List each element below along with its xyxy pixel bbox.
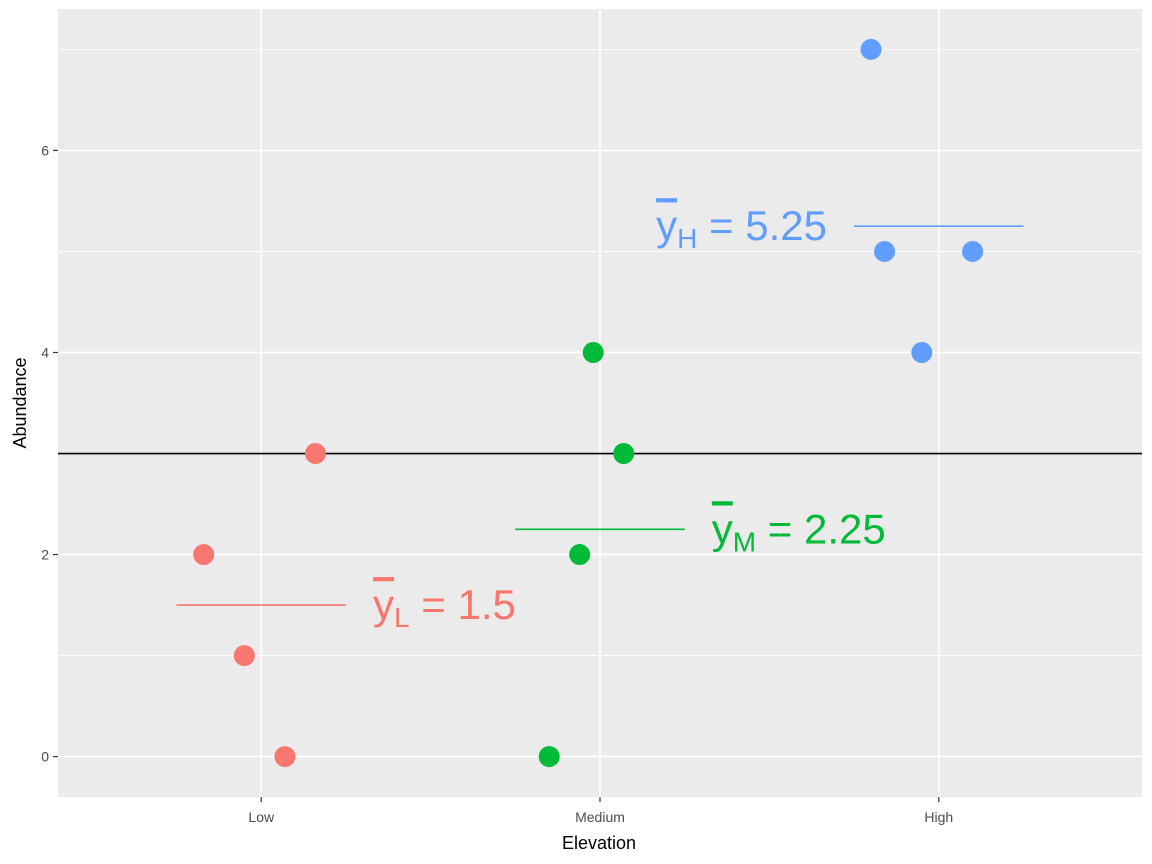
data-point bbox=[193, 544, 215, 566]
reference-lines bbox=[58, 225, 1142, 606]
group-mean-label: yH = 5.25 bbox=[656, 202, 827, 254]
x-tick-label: High bbox=[924, 809, 953, 825]
x-tick-label: Medium bbox=[575, 809, 625, 825]
data-point bbox=[274, 746, 296, 768]
group-mean-label: yL = 1.5 bbox=[373, 581, 516, 633]
data-point bbox=[874, 240, 896, 262]
data-point bbox=[962, 240, 984, 262]
data-points bbox=[193, 38, 984, 768]
data-point bbox=[569, 544, 591, 566]
data-point bbox=[304, 443, 326, 465]
axes: 0 2 4 6 Low Medium High bbox=[41, 142, 953, 825]
data-point bbox=[860, 38, 882, 60]
y-tick-label: 0 bbox=[41, 749, 49, 765]
data-point bbox=[582, 341, 604, 363]
x-axis-title: Elevation bbox=[562, 833, 636, 853]
group-mean-label: yM = 2.25 bbox=[712, 505, 886, 557]
data-point bbox=[233, 645, 255, 667]
y-tick-label: 2 bbox=[41, 547, 49, 563]
y-axis-title: Abundance bbox=[10, 357, 30, 448]
y-tick-label: 4 bbox=[41, 344, 49, 360]
x-tick-label: Low bbox=[248, 809, 275, 825]
data-point bbox=[911, 341, 933, 363]
y-tick-label: 6 bbox=[41, 142, 49, 158]
mean-annotations: yL = 1.5 yM = 2.25 yH = 5.25 bbox=[373, 202, 886, 633]
data-point bbox=[538, 746, 560, 768]
major-gridlines bbox=[58, 9, 1142, 797]
data-point bbox=[613, 443, 635, 465]
